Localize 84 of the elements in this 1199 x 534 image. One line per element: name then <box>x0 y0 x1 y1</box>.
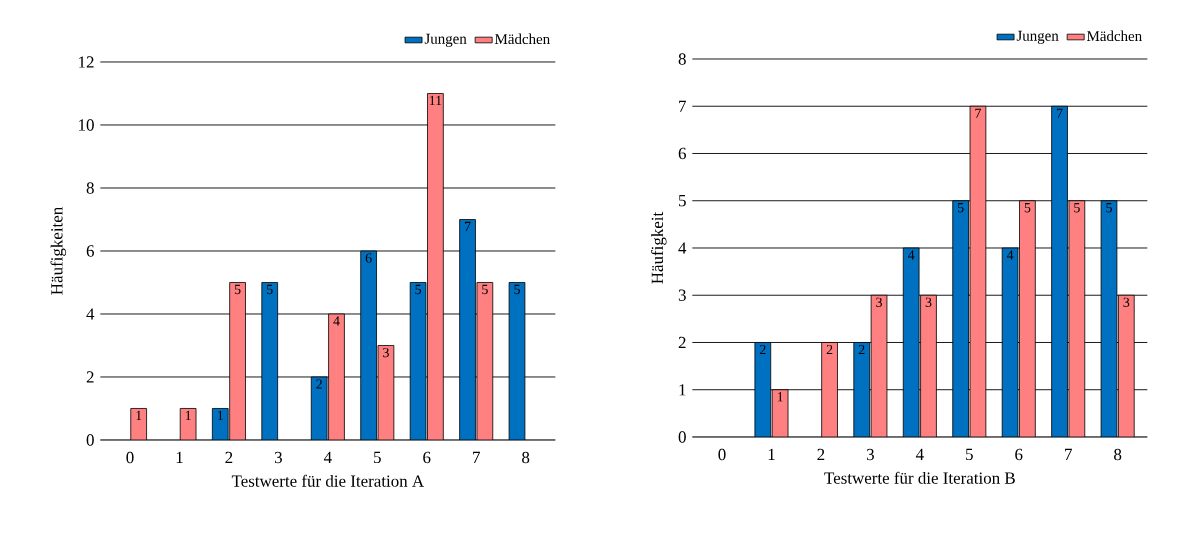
x-tick-label: 2 <box>817 448 825 461</box>
x-tick-label: 1 <box>176 451 183 463</box>
bar <box>261 282 279 440</box>
data-label: 7 <box>464 221 471 232</box>
x-tick-label: 6 <box>1015 448 1023 461</box>
x-tick-label: 0 <box>718 448 726 461</box>
bar <box>952 200 969 437</box>
bar <box>360 250 377 440</box>
data-label: 5 <box>1074 203 1080 213</box>
data-label: 4 <box>907 250 915 260</box>
y-tick-label: 2 <box>86 371 94 383</box>
bar <box>821 342 838 437</box>
bar <box>853 342 871 437</box>
x-tick-label: 3 <box>274 451 282 464</box>
data-label: 1 <box>217 410 223 421</box>
y-tick-label: 0 <box>86 434 94 446</box>
bar <box>229 282 246 440</box>
y-axis-title: Häufigkeit <box>650 211 667 284</box>
data-label: 3 <box>383 347 389 358</box>
data-label: 3 <box>876 297 882 307</box>
y-tick-label: 5 <box>679 195 686 207</box>
data-label: 2 <box>316 379 322 389</box>
x-tick-label: 7 <box>473 451 480 463</box>
data-label: 5 <box>957 203 964 213</box>
bar <box>328 313 345 440</box>
y-axis-title: Häufigkeiten <box>50 207 67 295</box>
data-label: 5 <box>415 284 422 295</box>
x-tick-label: 5 <box>374 451 381 464</box>
bar <box>920 294 937 437</box>
x-tick-label: 8 <box>1114 448 1122 461</box>
x-axis-title: Testwerte für die Iteration B <box>824 471 1015 484</box>
data-label: 6 <box>365 253 372 263</box>
y-tick-label: 6 <box>678 147 686 160</box>
y-tick-label: 10 <box>79 119 94 131</box>
legend-label: Jungen <box>424 33 467 47</box>
legend-label: Jungen <box>1016 30 1059 44</box>
y-tick-label: 4 <box>678 242 687 254</box>
bar <box>427 93 444 440</box>
data-label: 1 <box>777 392 783 402</box>
data-label: 5 <box>482 284 488 295</box>
bar <box>459 219 476 440</box>
y-tick-label: 2 <box>678 336 686 349</box>
data-label: 4 <box>1006 250 1014 260</box>
data-label: 3 <box>1123 297 1130 307</box>
data-label: 5 <box>1024 203 1031 213</box>
y-tick-label: 3 <box>678 289 686 301</box>
x-tick-label: 4 <box>323 451 332 463</box>
data-label: 2 <box>759 344 766 355</box>
x-tick-label: 6 <box>423 451 431 464</box>
data-label: 3 <box>925 297 932 307</box>
data-label: 1 <box>136 410 142 421</box>
x-tick-label: 8 <box>522 451 530 464</box>
y-tick-label: 4 <box>86 308 95 320</box>
data-label: 7 <box>975 108 982 118</box>
x-tick-label: 7 <box>1065 448 1072 460</box>
legend-label: Mädchen <box>494 33 550 45</box>
data-label: 5 <box>234 284 241 295</box>
y-tick-label: 12 <box>79 56 94 68</box>
data-label: 4 <box>333 316 340 326</box>
x-axis-title: Testwerte für die Iteration A <box>231 474 425 487</box>
x-tick-label: 5 <box>966 448 973 461</box>
x-tick-label: 4 <box>915 448 924 460</box>
bar <box>1051 105 1068 437</box>
data-label: 11 <box>429 95 442 106</box>
x-tick-label: 2 <box>225 451 233 464</box>
y-tick-label: 8 <box>86 182 94 194</box>
x-tick-label: 0 <box>126 451 134 464</box>
bar <box>1019 200 1036 437</box>
legend-label: Mädchen <box>1086 30 1142 42</box>
y-tick-label: 0 <box>678 431 686 443</box>
data-label: 1 <box>185 410 191 421</box>
data-label: 5 <box>514 284 520 295</box>
data-label: 5 <box>267 284 273 295</box>
data-label: 5 <box>1106 203 1112 213</box>
data-label: 2 <box>858 344 865 355</box>
data-label: 7 <box>1056 108 1063 118</box>
x-tick-label: 3 <box>866 448 874 461</box>
bar <box>1118 294 1135 437</box>
y-tick-label: 6 <box>86 245 94 257</box>
data-label: 2 <box>826 344 833 355</box>
y-tick-label: 7 <box>679 100 687 112</box>
y-tick-label: 8 <box>678 53 686 65</box>
x-tick-label: 1 <box>768 448 775 460</box>
y-tick-label: 1 <box>679 384 686 396</box>
